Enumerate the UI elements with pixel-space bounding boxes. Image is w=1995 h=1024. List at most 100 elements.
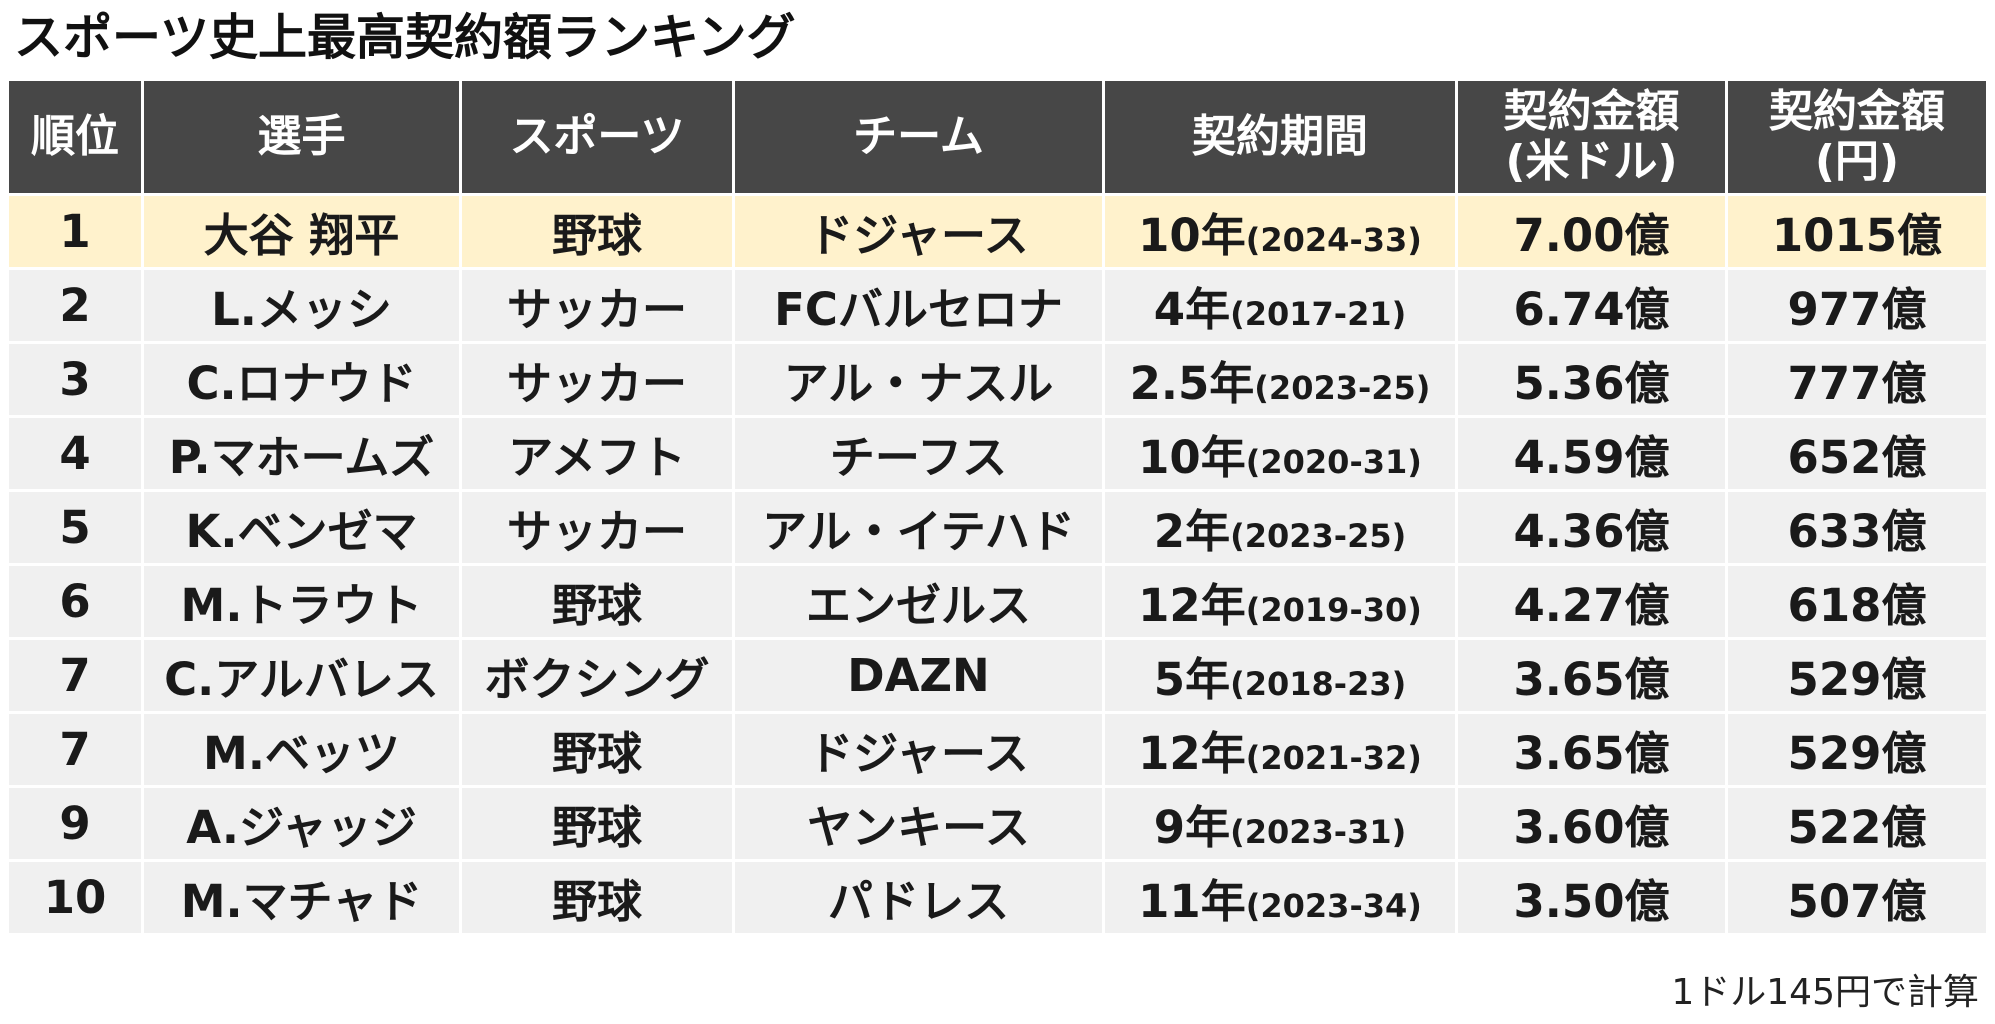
table-row: 4 P.マホームズ アメフト チーフス 10年(2020-31) 4.59億 6… — [6, 415, 1989, 492]
table-row: 10 M.マチャド 野球 パドレス 11年(2023-34) 3.50億 507… — [6, 859, 1989, 936]
cell-amount-usd: 3.65億 — [1455, 711, 1728, 788]
header-team: チーム — [732, 78, 1105, 196]
header-amount-usd-line2: (米ドル) — [1505, 136, 1678, 187]
period-years: 2.5年 — [1129, 357, 1255, 410]
cell-sport: 野球 — [459, 859, 735, 936]
cell-amount-usd: 3.50億 — [1455, 859, 1728, 936]
period-years: 2年 — [1153, 505, 1231, 558]
cell-amount-jpy: 1015億 — [1725, 193, 1989, 270]
cell-rank: 3 — [6, 341, 144, 418]
cell-amount-usd: 7.00億 — [1455, 193, 1728, 270]
cell-player: M.ベッツ — [141, 711, 462, 788]
header-period: 契約期間 — [1102, 78, 1458, 196]
table-row: 7 C.アルバレス ボクシング DAZN 5年(2018-23) 3.65億 5… — [6, 637, 1989, 714]
ranking-table: 順位 選手 スポーツ チーム 契約期間 契約金額 (米ドル) 契約金額 (円) … — [6, 78, 1989, 936]
cell-player: A.ジャッジ — [141, 785, 462, 862]
cell-player: M.マチャド — [141, 859, 462, 936]
cell-rank: 5 — [6, 489, 144, 566]
cell-sport: 野球 — [459, 785, 735, 862]
table-row: 2 L.メッシ サッカー FCバルセロナ 4年(2017-21) 6.74億 9… — [6, 267, 1989, 344]
header-row: 順位 選手 スポーツ チーム 契約期間 契約金額 (米ドル) 契約金額 (円) — [6, 78, 1989, 196]
cell-rank: 9 — [6, 785, 144, 862]
cell-amount-usd: 3.60億 — [1455, 785, 1728, 862]
cell-rank: 6 — [6, 563, 144, 640]
period-years: 10年 — [1138, 431, 1246, 484]
table-row: 5 K.ベンゼマ サッカー アル・イテハド 2年(2023-25) 4.36億 … — [6, 489, 1989, 566]
period-range: (2021-32) — [1245, 739, 1422, 777]
cell-sport: ボクシング — [459, 637, 735, 714]
cell-player: 大谷 翔平 — [141, 193, 462, 270]
cell-period: 4年(2017-21) — [1102, 267, 1458, 344]
cell-amount-jpy: 529億 — [1725, 637, 1989, 714]
period-years: 4年 — [1153, 283, 1231, 336]
period-range: (2023-25) — [1254, 369, 1431, 407]
cell-player: C.アルバレス — [141, 637, 462, 714]
cell-period: 2.5年(2023-25) — [1102, 341, 1458, 418]
table-header: 順位 選手 スポーツ チーム 契約期間 契約金額 (米ドル) 契約金額 (円) — [6, 78, 1989, 196]
cell-period: 2年(2023-25) — [1102, 489, 1458, 566]
period-years: 12年 — [1138, 727, 1246, 780]
header-amount-jpy-line2: (円) — [1814, 136, 1900, 187]
period-range: (2023-25) — [1230, 517, 1407, 555]
cell-team: ヤンキース — [732, 785, 1105, 862]
exchange-rate-footnote: 1ドル145円で計算 — [1671, 972, 1979, 1013]
header-amount-jpy: 契約金額 (円) — [1725, 78, 1989, 196]
period-range: (2018-23) — [1230, 665, 1407, 703]
table-body: 1 大谷 翔平 野球 ドジャース 10年(2024-33) 7.00億 1015… — [6, 193, 1989, 936]
period-years: 11年 — [1138, 875, 1246, 928]
table-row: 6 M.トラウト 野球 エンゼルス 12年(2019-30) 4.27億 618… — [6, 563, 1989, 640]
cell-team: DAZN — [732, 637, 1105, 714]
cell-sport: 野球 — [459, 563, 735, 640]
cell-amount-jpy: 652億 — [1725, 415, 1989, 492]
table-row: 1 大谷 翔平 野球 ドジャース 10年(2024-33) 7.00億 1015… — [6, 193, 1989, 270]
cell-amount-jpy: 529億 — [1725, 711, 1989, 788]
cell-rank: 1 — [6, 193, 144, 270]
cell-rank: 10 — [6, 859, 144, 936]
cell-amount-jpy: 977億 — [1725, 267, 1989, 344]
table-row: 3 C.ロナウド サッカー アル・ナスル 2.5年(2023-25) 5.36億… — [6, 341, 1989, 418]
cell-period: 10年(2020-31) — [1102, 415, 1458, 492]
cell-player: K.ベンゼマ — [141, 489, 462, 566]
cell-amount-jpy: 522億 — [1725, 785, 1989, 862]
cell-amount-usd: 5.36億 — [1455, 341, 1728, 418]
cell-sport: サッカー — [459, 489, 735, 566]
header-amount-usd-line1: 契約金額 — [1503, 86, 1680, 137]
cell-team: チーフス — [732, 415, 1105, 492]
cell-rank: 7 — [6, 711, 144, 788]
header-player: 選手 — [141, 78, 462, 196]
cell-sport: 野球 — [459, 193, 735, 270]
cell-player: M.トラウト — [141, 563, 462, 640]
header-sport: スポーツ — [459, 78, 735, 196]
cell-amount-jpy: 633億 — [1725, 489, 1989, 566]
cell-period: 12年(2019-30) — [1102, 563, 1458, 640]
period-range: (2023-34) — [1245, 887, 1422, 925]
cell-team: アル・ナスル — [732, 341, 1105, 418]
cell-amount-jpy: 777億 — [1725, 341, 1989, 418]
cell-period: 9年(2023-31) — [1102, 785, 1458, 862]
period-years: 10年 — [1138, 209, 1246, 262]
cell-player: P.マホームズ — [141, 415, 462, 492]
cell-amount-jpy: 507億 — [1725, 859, 1989, 936]
cell-amount-usd: 6.74億 — [1455, 267, 1728, 344]
period-range: (2024-33) — [1245, 221, 1422, 259]
cell-rank: 2 — [6, 267, 144, 344]
header-amount-usd: 契約金額 (米ドル) — [1455, 78, 1728, 196]
cell-amount-usd: 3.65億 — [1455, 637, 1728, 714]
period-range: (2023-31) — [1230, 813, 1407, 851]
cell-period: 12年(2021-32) — [1102, 711, 1458, 788]
cell-amount-usd: 4.27億 — [1455, 563, 1728, 640]
table-row: 9 A.ジャッジ 野球 ヤンキース 9年(2023-31) 3.60億 522億 — [6, 785, 1989, 862]
table-row: 7 M.ベッツ 野球 ドジャース 12年(2021-32) 3.65億 529億 — [6, 711, 1989, 788]
cell-rank: 4 — [6, 415, 144, 492]
period-range: (2020-31) — [1245, 443, 1422, 481]
header-amount-jpy-line1: 契約金額 — [1769, 86, 1945, 137]
cell-team: パドレス — [732, 859, 1105, 936]
cell-sport: アメフト — [459, 415, 735, 492]
cell-player: L.メッシ — [141, 267, 462, 344]
cell-team: ドジャース — [732, 711, 1105, 788]
cell-period: 11年(2023-34) — [1102, 859, 1458, 936]
cell-sport: サッカー — [459, 341, 735, 418]
cell-sport: サッカー — [459, 267, 735, 344]
period-years: 12年 — [1138, 579, 1246, 632]
cell-amount-usd: 4.36億 — [1455, 489, 1728, 566]
